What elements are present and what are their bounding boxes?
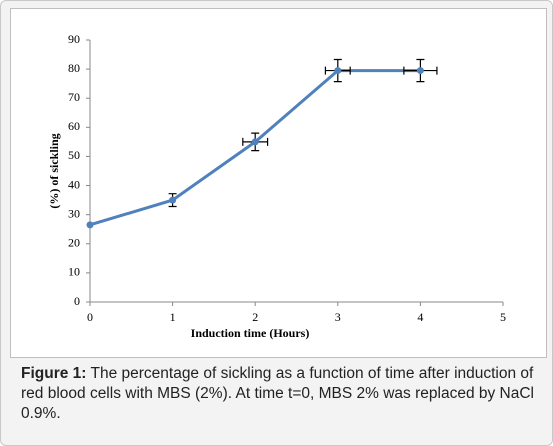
x-tick-label: 1 bbox=[170, 310, 176, 324]
data-point bbox=[86, 221, 94, 229]
y-axis-label: (%) of sickling bbox=[47, 133, 61, 208]
y-tick-label: 0 bbox=[74, 294, 80, 308]
y-tick-label: 80 bbox=[68, 61, 80, 75]
x-tick-label: 4 bbox=[417, 310, 423, 324]
y-tick-label: 20 bbox=[68, 236, 80, 250]
chart-box bbox=[10, 8, 547, 358]
caption-text: The percentage of sickling as a function… bbox=[21, 365, 534, 422]
x-tick-label: 3 bbox=[335, 310, 341, 324]
y-tick-label: 70 bbox=[68, 90, 80, 104]
y-tick-label: 40 bbox=[68, 177, 80, 191]
data-point bbox=[416, 67, 424, 75]
x-tick-label: 5 bbox=[500, 310, 506, 324]
caption-label: Figure 1: bbox=[21, 365, 87, 382]
caption: Figure 1: The percentage of sickling as … bbox=[21, 364, 541, 424]
x-tick-label: 2 bbox=[252, 310, 258, 324]
x-tick-label: 0 bbox=[87, 310, 93, 324]
x-axis-label: Induction time (Hours) bbox=[191, 326, 310, 340]
data-point bbox=[251, 138, 259, 146]
y-tick-label: 30 bbox=[68, 206, 80, 220]
y-tick-label: 10 bbox=[68, 265, 80, 279]
y-tick-label: 60 bbox=[68, 119, 80, 133]
y-tick-label: 90 bbox=[68, 32, 80, 46]
y-tick-label: 50 bbox=[68, 148, 80, 162]
data-point bbox=[169, 196, 177, 204]
data-point bbox=[334, 67, 342, 75]
